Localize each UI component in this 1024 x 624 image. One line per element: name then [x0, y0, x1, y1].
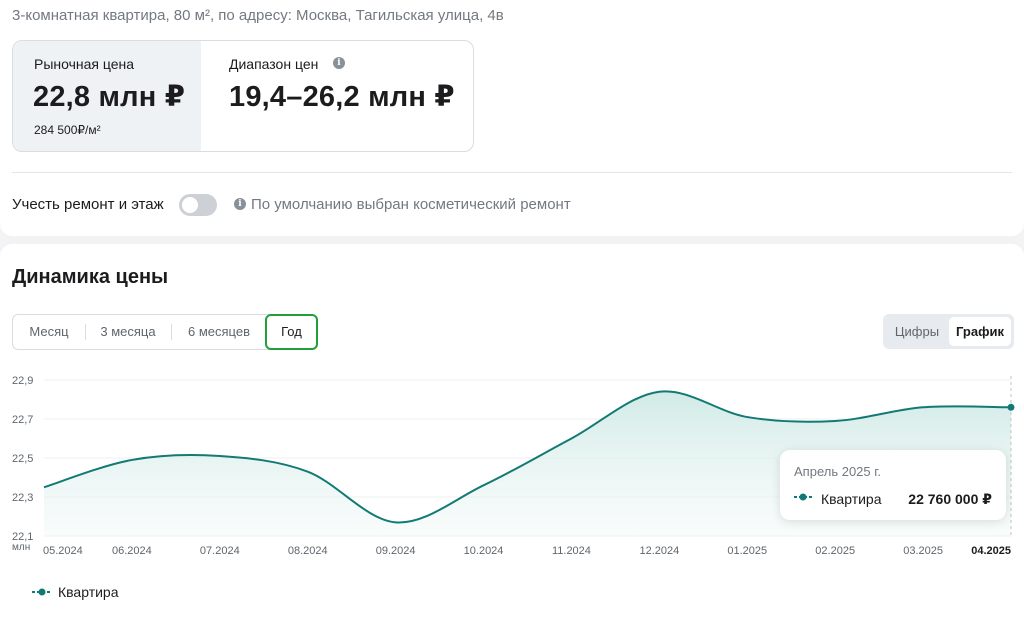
price-range-label: Диапазон цен — [229, 56, 319, 72]
tooltip-value: 22 760 000 ₽ — [908, 491, 992, 507]
tab-year[interactable]: Год — [265, 314, 318, 350]
highlight-point — [1007, 403, 1015, 411]
x-tick-label: 07.2024 — [200, 545, 240, 557]
x-tick-label: 03.2025 — [903, 545, 943, 557]
period-tabs: Месяц 3 месяца 6 месяцев Год — [12, 314, 318, 350]
view-numbers-button[interactable]: Цифры — [894, 324, 940, 339]
renovation-toggle[interactable] — [179, 194, 217, 216]
series-marker-icon — [794, 493, 812, 501]
section-title: Динамика цены — [12, 266, 169, 288]
property-address: 3-комнатная квартира, 80 м², по адресу: … — [12, 7, 504, 24]
tab-separator — [85, 324, 86, 340]
y-tick-label: 22,3 — [12, 492, 33, 504]
series-area — [44, 391, 1011, 536]
market-price-label: Рыночная цена — [34, 56, 135, 72]
x-tick-label: 04.2025 — [971, 545, 1011, 557]
x-tick-label: 05.2024 — [43, 545, 83, 557]
tab-separator — [171, 324, 172, 340]
renovation-hint: По умолчанию выбран косметический ремонт — [251, 196, 571, 213]
divider — [12, 172, 1012, 173]
hint-info-icon: i — [234, 198, 246, 210]
y-tick-label: 22,1 — [12, 531, 33, 543]
price-per-m2: 284 500₽/м² — [34, 123, 101, 137]
chart-tooltip: Апрель 2025 г. Квартира 22 760 000 ₽ — [780, 450, 1006, 520]
tab-month[interactable]: Месяц — [29, 324, 69, 339]
price-box: Рыночная цена 22,8 млн ₽ 284 500₽/м² Диа… — [12, 40, 474, 152]
y-tick-label: 22,9 — [12, 375, 33, 387]
renovation-toggle-label: Учесть ремонт и этаж — [12, 196, 164, 213]
legend-marker-icon — [32, 588, 50, 596]
view-chart-button[interactable]: График — [949, 317, 1011, 346]
market-price-value: 22,8 млн ₽ — [33, 81, 186, 113]
tooltip-date: Апрель 2025 г. — [794, 464, 882, 479]
x-tick-label: 09.2024 — [376, 545, 416, 557]
x-tick-label: 10.2024 — [464, 545, 504, 557]
view-toggle: Цифры График — [883, 314, 1014, 349]
y-tick-label: 22,7 — [12, 414, 33, 426]
y-tick-label: 22,5 — [12, 453, 33, 465]
price-range-value: 19,4–26,2 млн ₽ — [229, 81, 455, 113]
x-tick-label: 06.2024 — [112, 545, 152, 557]
series-line-kvartira — [43, 390, 1012, 524]
price-summary-card: 3-комнатная квартира, 80 м², по адресу: … — [0, 0, 1024, 236]
x-tick-label: 12.2024 — [639, 545, 679, 557]
legend-label: Квартира — [58, 584, 119, 600]
x-tick-label: 08.2024 — [288, 545, 328, 557]
toggle-knob — [182, 197, 198, 213]
tab-3-months[interactable]: 3 месяца — [100, 324, 156, 339]
market-price-panel: Рыночная цена 22,8 млн ₽ 284 500₽/м² — [13, 41, 201, 151]
price-dynamics-card: Динамика цены Месяц 3 месяца 6 месяцев Г… — [0, 244, 1024, 624]
x-tick-label: 02.2025 — [815, 545, 855, 557]
x-tick-label: 01.2025 — [727, 545, 767, 557]
tooltip-series-name: Квартира — [821, 491, 882, 507]
y-axis-unit: млн — [12, 542, 30, 553]
x-tick-label: 11.2024 — [552, 545, 591, 557]
info-icon[interactable]: i — [333, 57, 345, 69]
tab-6-months[interactable]: 6 месяцев — [188, 324, 250, 339]
